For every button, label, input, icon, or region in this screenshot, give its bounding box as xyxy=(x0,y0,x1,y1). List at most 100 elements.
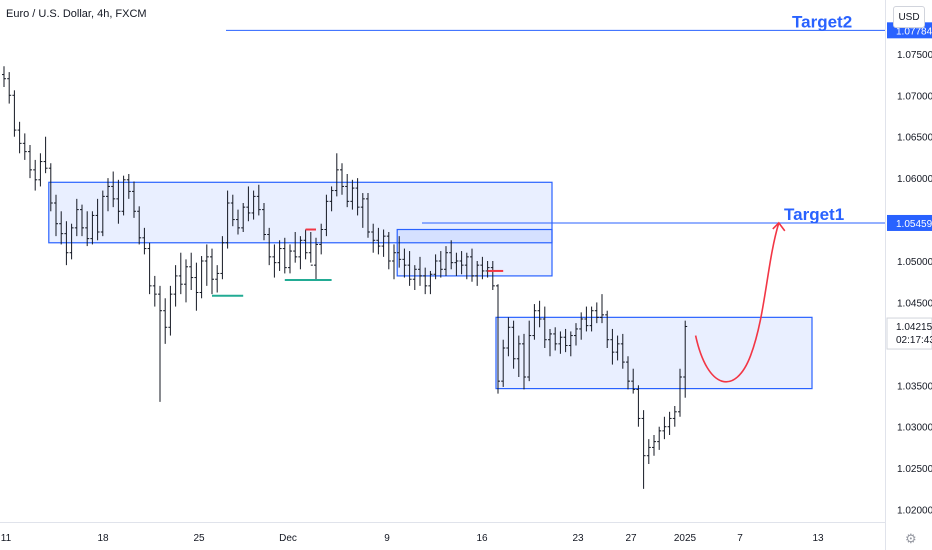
drawings-layer xyxy=(694,221,786,383)
ohlc-bar xyxy=(475,261,480,286)
ohlc-bar xyxy=(459,251,464,275)
ohlc-bar xyxy=(423,267,428,295)
ohlc-bar xyxy=(418,256,422,286)
ohlc-bar xyxy=(386,232,391,270)
ohlc-bar xyxy=(308,232,313,266)
price-tick-label: 1.03500 xyxy=(897,381,932,392)
ohlc-bar xyxy=(350,179,355,210)
ohlc-bar xyxy=(95,198,100,241)
ohlc-bar xyxy=(594,302,599,324)
gear-icon[interactable]: ⚙ xyxy=(905,531,917,546)
demand-supply-zone xyxy=(495,316,813,390)
ohlc-bar xyxy=(626,356,630,390)
ohlc-bar xyxy=(106,178,110,212)
ohlc-bar xyxy=(600,294,604,324)
ohlc-bar xyxy=(230,194,235,227)
ohlc-bar xyxy=(194,262,199,311)
ohlc-bar xyxy=(511,320,516,369)
ohlc-bar xyxy=(199,256,204,299)
time-tick-label: 11 xyxy=(1,533,12,544)
ohlc-bar xyxy=(298,236,303,270)
price-tick-label: 1.02500 xyxy=(897,464,932,475)
ohlc-bar xyxy=(444,246,448,276)
ohlc-bar xyxy=(615,335,620,361)
ohlc-bar xyxy=(236,209,240,235)
ohlc-bar xyxy=(277,240,282,271)
ohlc-bar xyxy=(433,254,438,280)
ohlc-bar xyxy=(2,66,6,87)
price-label-text: 1.07784 xyxy=(896,26,932,37)
ohlc-bar xyxy=(397,236,402,268)
ohlc-bar xyxy=(163,298,168,344)
ohlc-bar xyxy=(132,181,136,218)
ohlc-bar xyxy=(428,270,433,295)
ohlc-bar xyxy=(516,335,521,377)
ohlc-bar xyxy=(542,306,547,348)
ohlc-bar xyxy=(522,333,526,390)
ohlc-bar xyxy=(683,320,688,398)
ohlc-bar xyxy=(490,261,495,290)
ohlc-bar xyxy=(28,145,32,179)
currency-button[interactable]: USD xyxy=(893,6,925,28)
last-price-badge xyxy=(886,317,932,350)
demand-supply-zone xyxy=(396,228,553,277)
annotation-text: Target1 xyxy=(784,205,844,224)
ohlc-bar xyxy=(90,211,95,245)
ohlc-bar xyxy=(33,159,38,191)
ohlc-bar xyxy=(449,240,454,270)
ohlc-bar xyxy=(558,331,563,354)
ohlc-bar xyxy=(74,198,79,237)
bar-countdown-label: 02:17:43 xyxy=(896,335,932,346)
ohlc-bar xyxy=(288,244,292,274)
ohlc-bar xyxy=(553,327,558,351)
ohlc-bar xyxy=(178,252,183,295)
time-tick-label: 18 xyxy=(97,533,109,544)
ohlc-bar xyxy=(360,193,365,228)
time-axis[interactable]: 11 18 25 Dec 9 16 23 27 2025 7 13 xyxy=(1,533,824,544)
ohlc-bar xyxy=(189,252,194,290)
time-tick-label: 2025 xyxy=(674,533,697,544)
time-tick-label: 23 xyxy=(572,533,584,544)
ohlc-bar xyxy=(210,248,214,295)
ohlc-bar xyxy=(319,223,324,255)
price-axis[interactable]: 1.07500 1.07000 1.06500 1.06000 1.05000 1.045… xyxy=(897,50,932,517)
ohlc-bar xyxy=(662,416,667,440)
time-tick-label: 16 xyxy=(476,533,488,544)
ohlc-bar xyxy=(657,426,662,450)
symbol-title: Euro / U.S. Dollar, 4h, FXCM xyxy=(6,8,147,20)
ohlc-bar xyxy=(314,237,318,280)
ohlc-bar xyxy=(366,193,370,238)
ohlc-bar xyxy=(142,227,147,255)
ohlc-bar xyxy=(438,251,443,278)
ohlc-bar xyxy=(220,236,225,280)
price-label-text: 1.05459 xyxy=(896,219,932,230)
time-tick-label: 13 xyxy=(812,533,824,544)
ohlc-bar xyxy=(256,184,261,216)
ohlc-bar xyxy=(584,306,589,332)
ohlc-bar xyxy=(147,242,152,295)
ohlc-bar xyxy=(272,244,277,278)
ohlc-bar xyxy=(100,190,105,237)
ohlc-bar xyxy=(204,244,209,286)
projection-curve xyxy=(694,222,780,383)
ohlc-bar xyxy=(22,133,27,160)
last-price-label: 1.04215 xyxy=(896,322,932,333)
ohlc-bar xyxy=(636,385,641,427)
ohlc-bar xyxy=(672,406,677,427)
ohlc-bar xyxy=(54,194,58,237)
ohlc-bar xyxy=(605,310,610,348)
ohlc-bar xyxy=(667,411,672,435)
ohlc-bar xyxy=(480,256,485,280)
ohlc-bar xyxy=(282,237,287,274)
price-tick-label: 1.06500 xyxy=(897,133,932,144)
ohlc-bar xyxy=(568,331,573,357)
ohlc-bar xyxy=(184,259,188,303)
ohlc-bar xyxy=(641,410,646,489)
ohlc-bar xyxy=(574,323,578,346)
ohlc-bar xyxy=(126,174,131,199)
ohlc-bar xyxy=(496,284,500,394)
ohlc-bar xyxy=(168,285,173,336)
ohlc-bar xyxy=(501,339,506,387)
ohlc-bar xyxy=(678,368,682,417)
